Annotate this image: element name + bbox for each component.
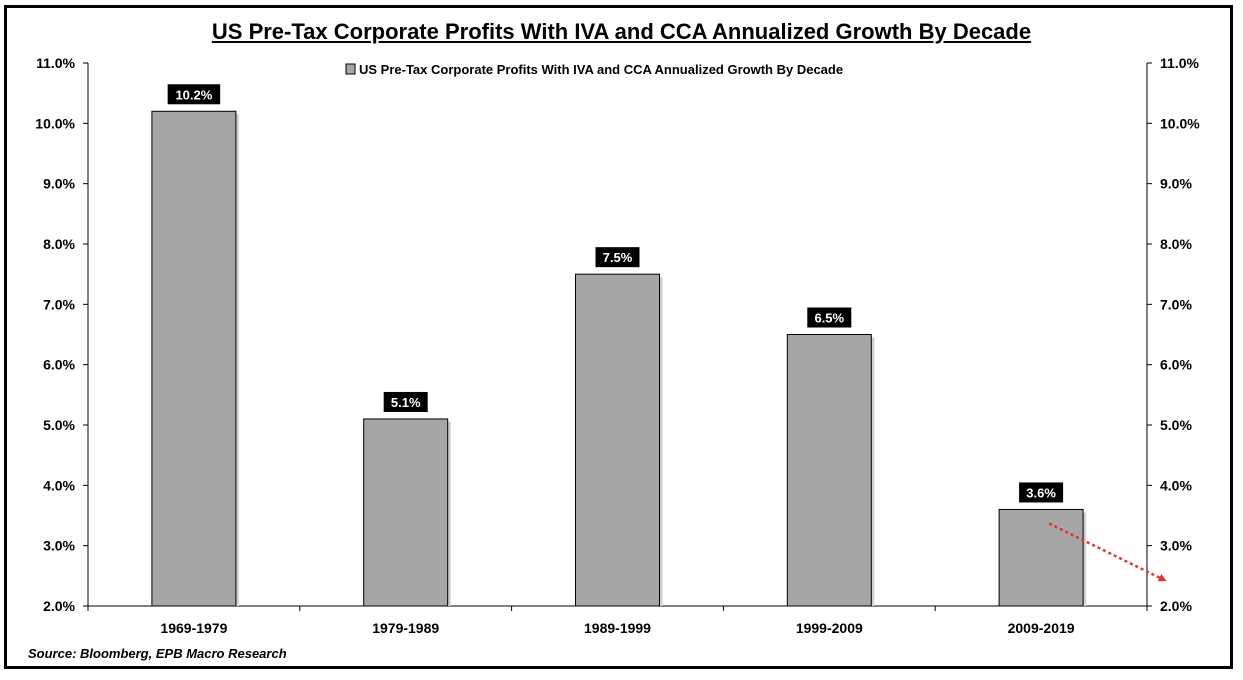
y-tick-label-right: 11.0% bbox=[1160, 55, 1199, 71]
data-label: 10.2% bbox=[175, 87, 212, 102]
data-label: 6.5% bbox=[814, 311, 844, 326]
y-tick-label-left: 7.0% bbox=[43, 296, 75, 312]
x-tick-label: 2009-2019 bbox=[1008, 620, 1075, 636]
y-tick-label-left: 3.0% bbox=[43, 538, 75, 554]
y-tick-label-left: 8.0% bbox=[43, 236, 75, 252]
y-tick-label-left: 5.0% bbox=[43, 417, 75, 433]
y-tick-label-right: 6.0% bbox=[1160, 357, 1192, 373]
legend-swatch bbox=[345, 63, 356, 75]
y-tick-label-left: 2.0% bbox=[43, 598, 75, 614]
bar bbox=[786, 334, 872, 607]
y-tick-label-right: 2.0% bbox=[1160, 598, 1192, 614]
data-label: 3.6% bbox=[1026, 485, 1056, 500]
x-tick-label: 1999-2009 bbox=[796, 620, 863, 636]
data-label: 7.5% bbox=[603, 250, 633, 265]
chart-title: US Pre-Tax Corporate Profits With IVA an… bbox=[211, 19, 1032, 44]
source-note: Source: Bloomberg, EPB Macro Research bbox=[28, 646, 287, 661]
y-tick-label-left: 9.0% bbox=[43, 176, 75, 192]
x-tick-label: 1979-1989 bbox=[372, 620, 439, 636]
data-label-box bbox=[383, 391, 428, 412]
x-tick-label: 1989-1999 bbox=[584, 620, 651, 636]
bar bbox=[151, 110, 237, 607]
y-tick-label-right: 8.0% bbox=[1160, 236, 1192, 252]
y-tick-label-right: 9.0% bbox=[1160, 176, 1192, 192]
bar bbox=[363, 418, 449, 607]
y-tick-label-right: 4.0% bbox=[1160, 477, 1192, 493]
y-tick-label-left: 4.0% bbox=[43, 477, 75, 493]
legend-label: US Pre-Tax Corporate Profits With IVA an… bbox=[359, 62, 843, 77]
y-tick-label-right: 10.0% bbox=[1160, 115, 1200, 131]
x-tick-label: 1969-1979 bbox=[160, 620, 227, 636]
data-label-box bbox=[167, 84, 221, 105]
bar bbox=[575, 273, 660, 607]
y-tick-label-right: 5.0% bbox=[1160, 417, 1192, 433]
y-tick-label-right: 3.0% bbox=[1160, 538, 1192, 554]
y-tick-label-right: 7.0% bbox=[1160, 296, 1192, 312]
data-label-box bbox=[1019, 482, 1064, 503]
y-tick-label-left: 11.0% bbox=[36, 55, 75, 71]
data-label-box bbox=[595, 247, 640, 268]
data-label-box bbox=[807, 307, 852, 328]
bar bbox=[998, 508, 1084, 607]
y-tick-label-left: 10.0% bbox=[35, 115, 75, 131]
data-label: 5.1% bbox=[391, 395, 421, 410]
y-tick-label-left: 6.0% bbox=[43, 357, 75, 373]
